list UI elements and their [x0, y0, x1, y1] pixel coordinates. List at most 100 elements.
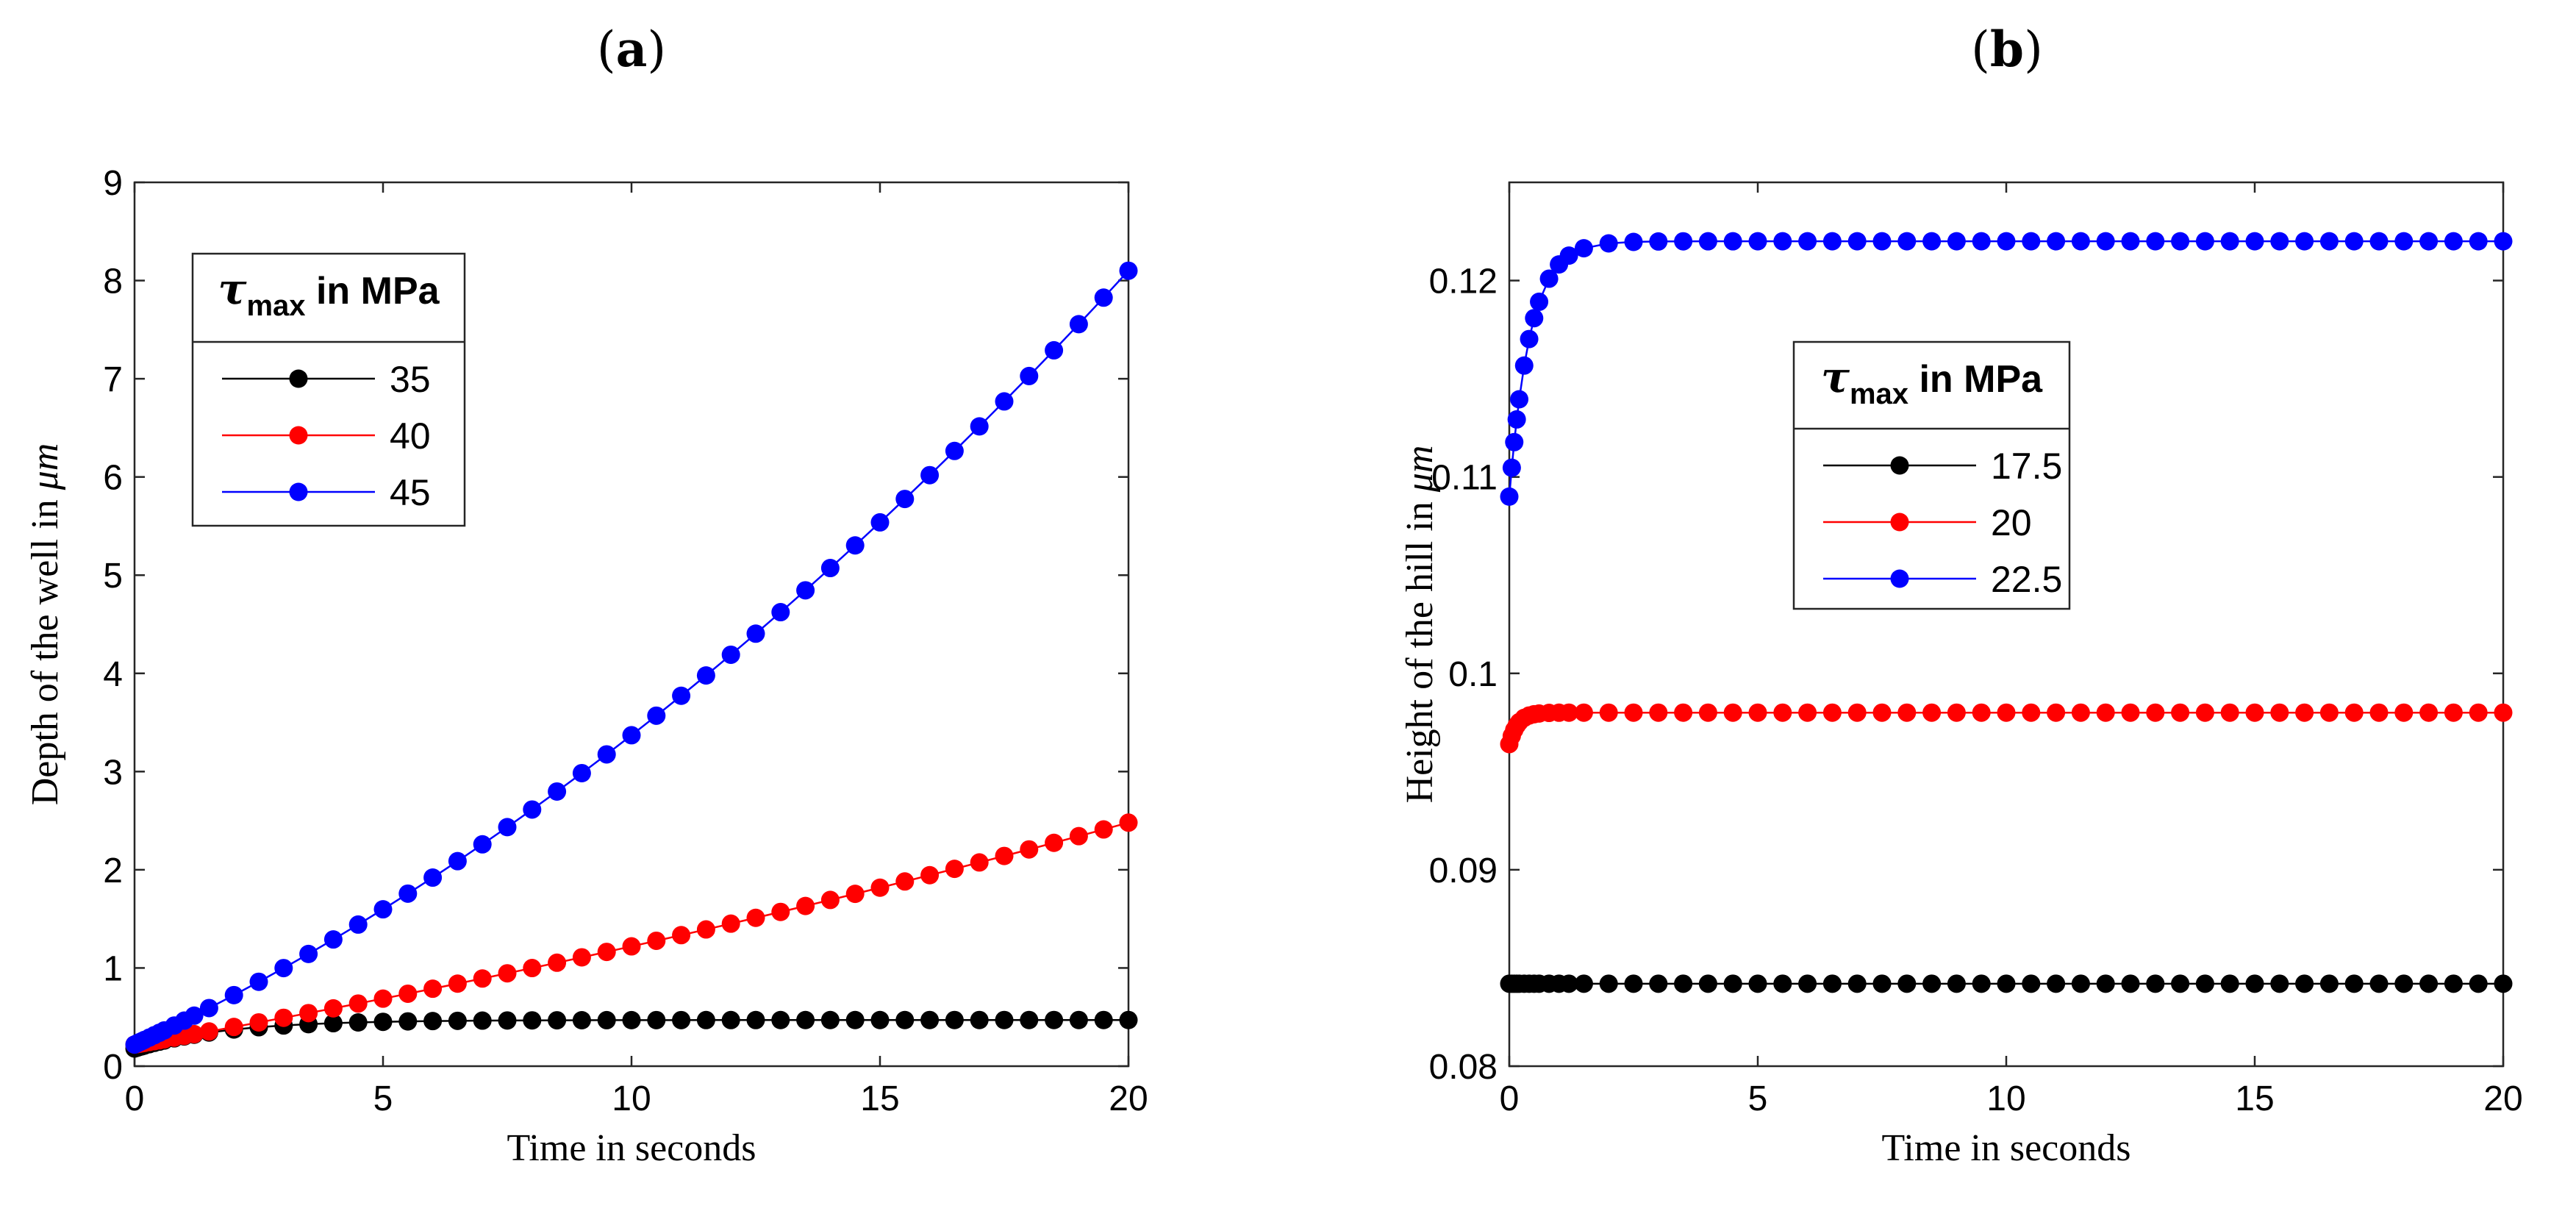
data-point	[721, 1010, 740, 1029]
data-point	[2047, 703, 2066, 722]
data-point	[473, 835, 492, 854]
y-tick-label: 0.11	[1431, 459, 1498, 498]
legend: τmax in MPa 35 40 45	[191, 252, 466, 527]
legend-entry-label: 22.5	[1991, 559, 2062, 600]
data-point	[895, 490, 915, 509]
data-point	[597, 943, 616, 962]
data-point	[696, 1010, 715, 1029]
data-point	[597, 1010, 616, 1029]
data-point	[746, 624, 765, 643]
data-point	[820, 1010, 840, 1029]
x-tick-label: 15	[860, 1079, 899, 1118]
data-point	[2047, 232, 2066, 251]
data-point	[2071, 974, 2090, 993]
data-point	[895, 1010, 915, 1029]
data-point	[548, 782, 567, 801]
data-point	[870, 1010, 890, 1029]
data-point	[597, 745, 616, 764]
data-point	[696, 666, 715, 685]
legend-box	[191, 252, 466, 527]
data-point	[2146, 232, 2165, 251]
data-point	[323, 930, 343, 949]
data-point	[1514, 356, 1534, 375]
y-tick-label: 4	[103, 655, 123, 694]
data-point	[348, 915, 368, 934]
data-point	[1559, 246, 1578, 265]
data-point	[1624, 232, 1643, 251]
data-point	[1897, 974, 1917, 993]
data-point	[2369, 703, 2389, 722]
data-point	[1045, 1010, 1064, 1029]
data-point	[1698, 974, 1717, 993]
data-point	[2195, 703, 2214, 722]
data-point	[1947, 703, 1966, 722]
data-point	[1094, 1010, 1113, 1029]
data-point	[1773, 703, 1792, 722]
data-point	[1822, 703, 1842, 722]
x-tick-label: 10	[1986, 1079, 2025, 1118]
data-point	[423, 868, 443, 888]
data-point	[523, 800, 542, 819]
data-point	[1094, 288, 1113, 307]
data-point	[2270, 974, 2289, 993]
legend-entry-label: 17.5	[1991, 446, 2062, 487]
data-point	[498, 964, 517, 983]
x-tick-label: 20	[1109, 1079, 1148, 1118]
data-point	[995, 846, 1014, 865]
data-point	[2022, 232, 2041, 251]
data-point	[398, 884, 418, 903]
data-point	[1599, 703, 1618, 722]
data-point	[2171, 232, 2190, 251]
legend: τmax in MPa 17.5 20 22.5	[1792, 340, 2071, 610]
data-point	[1972, 703, 1991, 722]
data-point	[523, 959, 542, 978]
data-point	[1872, 974, 1892, 993]
data-point	[2319, 703, 2339, 722]
data-point	[2071, 703, 2090, 722]
data-point	[2220, 974, 2239, 993]
data-point	[1119, 261, 1138, 280]
data-point	[548, 1011, 567, 1030]
data-point	[845, 885, 865, 904]
data-point	[1094, 820, 1113, 839]
data-point	[1624, 974, 1643, 993]
legend-marker	[1890, 456, 1909, 475]
data-point	[299, 1004, 318, 1023]
data-point	[199, 999, 218, 1018]
data-point	[845, 536, 865, 555]
data-point	[1119, 1010, 1138, 1029]
data-point	[1922, 974, 1942, 993]
y-axis-label: Height of the hill in μm	[1399, 446, 1441, 804]
y-tick-label: 1	[103, 949, 123, 988]
data-point	[622, 1010, 641, 1029]
data-point	[274, 959, 293, 978]
panel-b: (b) 0 5 10 15 20 0.08 0.09 0.1 0.11 0.12 Time in se…	[1399, 21, 2523, 1169]
y-tick-label: 2	[103, 851, 123, 890]
y-tick-label: 0.09	[1429, 851, 1498, 890]
data-point	[398, 984, 418, 1003]
legend-entry-label: 20	[1991, 502, 2032, 543]
data-point	[1872, 232, 1892, 251]
data-point	[2171, 974, 2190, 993]
data-point	[1045, 340, 1064, 360]
data-point	[1698, 232, 1717, 251]
data-point	[299, 944, 318, 963]
data-point	[373, 900, 393, 919]
data-point	[2022, 974, 2041, 993]
data-point	[2469, 703, 2488, 722]
data-point	[323, 1014, 343, 1033]
y-tick-label: 6	[103, 459, 123, 498]
y-tick-label: 9	[103, 164, 123, 203]
data-point	[1045, 833, 1064, 852]
data-point	[2195, 974, 2214, 993]
data-point	[1897, 703, 1917, 722]
data-point	[1520, 329, 1539, 349]
data-point	[2270, 703, 2289, 722]
series-45	[125, 261, 1138, 1054]
data-point	[771, 603, 790, 622]
data-point	[1822, 974, 1842, 993]
data-point	[920, 865, 940, 885]
data-point	[870, 512, 890, 532]
data-point	[572, 763, 591, 782]
data-point	[2245, 703, 2264, 722]
